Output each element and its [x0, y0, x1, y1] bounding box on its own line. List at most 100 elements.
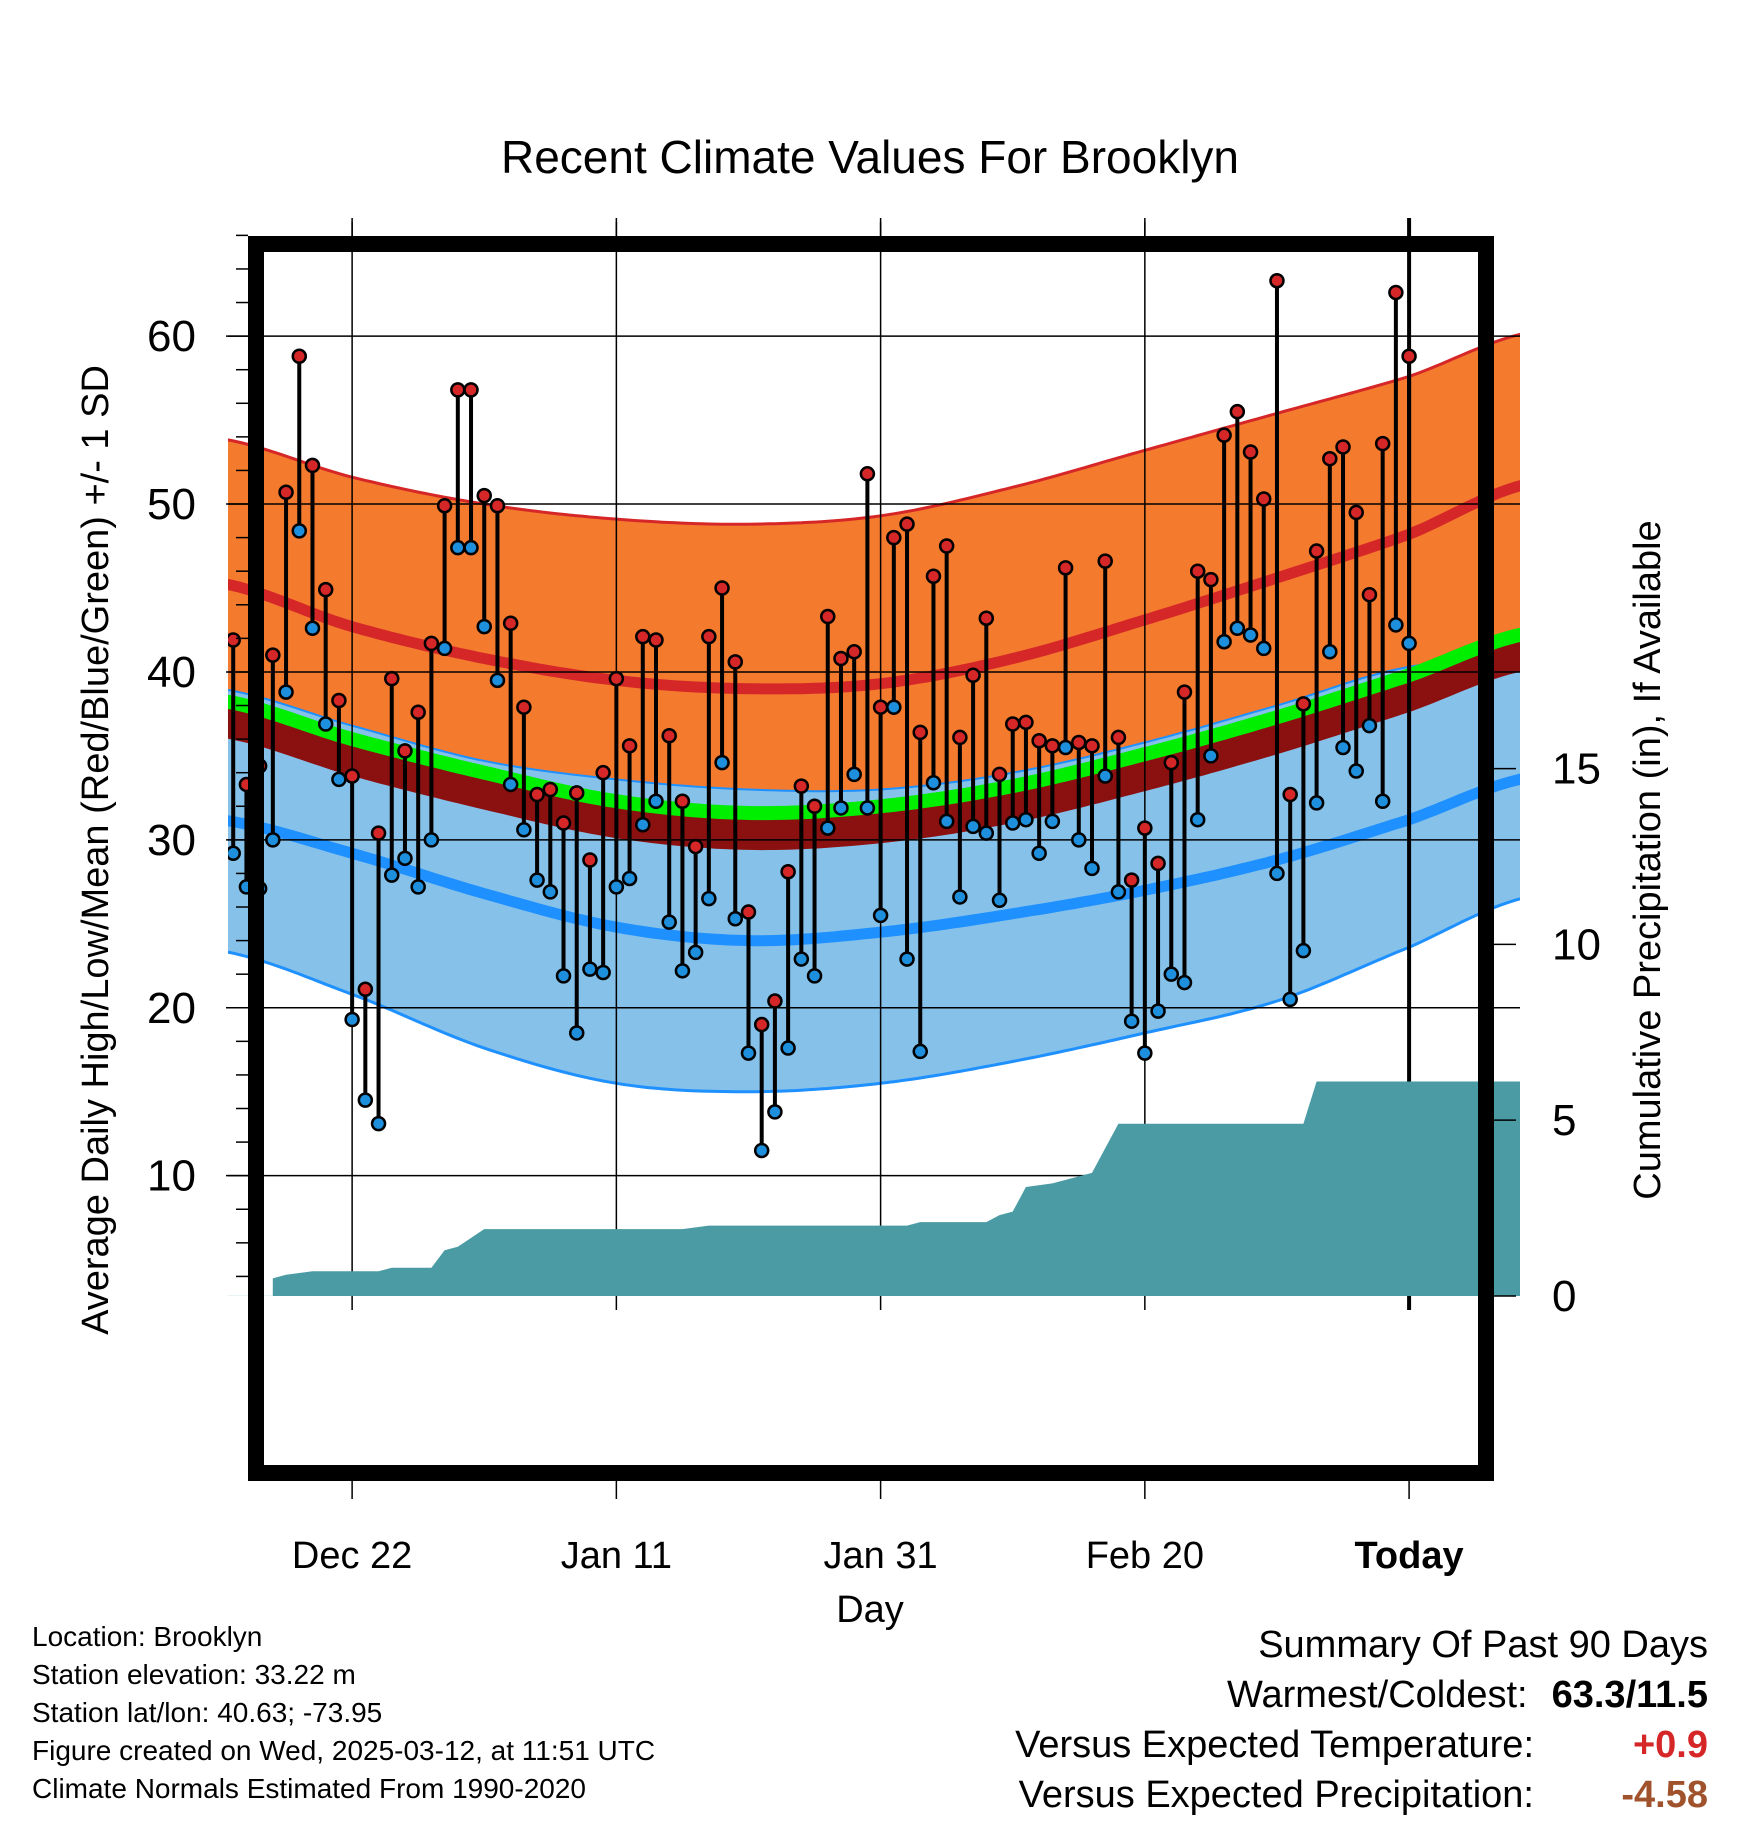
low-point	[806, 968, 823, 984]
low-point	[1071, 832, 1087, 848]
high-point	[978, 610, 995, 626]
low-point	[820, 820, 836, 836]
day-bar	[278, 484, 294, 700]
info-location: Location: Brooklyn	[32, 1621, 263, 1652]
high-point	[687, 838, 704, 855]
precip-value: -4.58	[1621, 1774, 1708, 1816]
day-bar	[1018, 714, 1034, 828]
low-point	[463, 539, 479, 556]
low-point	[1163, 966, 1180, 982]
low-point	[1295, 942, 1312, 959]
low-point	[621, 870, 638, 887]
day-bar	[608, 670, 625, 895]
high-point	[555, 815, 572, 831]
high-point	[780, 864, 796, 880]
day-bar	[820, 608, 836, 836]
high-point	[701, 628, 717, 645]
day-bar	[265, 647, 281, 848]
y2-tick-label: 15	[1552, 745, 1601, 794]
high-point	[872, 699, 889, 715]
high-point	[1123, 872, 1140, 888]
low-point	[1308, 795, 1325, 811]
high-point	[1150, 855, 1166, 872]
high-point	[1269, 272, 1285, 289]
y-axis-label-left: Average Daily High/Low/Mean (Red/Blue/Gr…	[75, 365, 117, 1335]
low-point	[1401, 635, 1417, 652]
low-point	[410, 879, 426, 895]
day-bar	[1242, 444, 1259, 643]
day-bar	[714, 580, 730, 771]
high-point	[1401, 348, 1417, 365]
low-point	[1229, 620, 1246, 637]
summary-temp: Versus Expected Temperature: +0.9	[1015, 1720, 1708, 1770]
low-point	[872, 907, 889, 924]
low-point	[1018, 811, 1034, 828]
low-point	[1374, 793, 1391, 809]
day-bar	[1031, 733, 1047, 862]
low-point	[1388, 617, 1404, 633]
high-point	[1084, 738, 1100, 754]
low-sd-upper-line	[228, 659, 1520, 793]
day-bar	[463, 382, 479, 556]
day-bar	[370, 825, 387, 1132]
low-point	[265, 832, 281, 848]
day-bar	[1256, 491, 1272, 657]
summary-heading: Summary Of Past 90 Days	[1258, 1624, 1708, 1666]
info-normals: Climate Normals Estimated From 1990-2020	[32, 1773, 586, 1804]
axes: 10 20 30 40 50 60 0 5 10 15 Dec 22 Jan 11 Jan 31 Feb …	[147, 222, 1601, 1577]
low-point	[740, 1045, 757, 1061]
low-point	[278, 684, 294, 700]
low-point	[714, 754, 730, 771]
high-point	[1348, 504, 1364, 521]
day-bar	[1269, 272, 1285, 882]
high-point	[1282, 786, 1298, 803]
day-bar	[502, 615, 519, 793]
low-point	[1150, 1003, 1166, 1019]
x-tick-label: Feb 20	[1086, 1535, 1204, 1577]
low-point	[648, 793, 664, 809]
low-point	[304, 620, 321, 637]
low-point	[1242, 627, 1259, 643]
day-bar	[516, 699, 532, 838]
high-point	[1295, 696, 1312, 712]
high-point	[1322, 450, 1338, 467]
high-point	[1388, 284, 1404, 301]
day-bar	[1084, 738, 1100, 877]
y2-tick-label: 0	[1552, 1272, 1576, 1321]
low-point	[1361, 717, 1378, 734]
y-tick-label: 20	[147, 984, 196, 1033]
day-bar	[1308, 543, 1325, 811]
day-bar	[1097, 553, 1113, 784]
high-point	[767, 993, 783, 1009]
low-point	[1004, 815, 1021, 831]
day-bar	[450, 382, 466, 556]
low-point	[727, 911, 744, 927]
low-point	[978, 825, 995, 841]
low-point	[423, 832, 440, 848]
high-point	[1308, 543, 1325, 559]
low-point	[344, 1011, 360, 1028]
low-point	[1282, 991, 1298, 1008]
info-latlon: Station lat/lon: 40.63; -73.95	[32, 1697, 383, 1728]
high-point	[806, 798, 823, 815]
day-bar	[228, 632, 241, 862]
summary-panel: Summary Of Past 90 Days Warmest/Coldest:…	[1015, 1620, 1708, 1820]
low-point	[370, 1115, 387, 1132]
temp-label: Versus Expected Temperature:	[1015, 1724, 1534, 1766]
warmest-coldest-value: 63.3/11.5	[1551, 1674, 1708, 1716]
low-point	[1137, 1045, 1153, 1061]
y2-tick-label: 10	[1552, 920, 1601, 969]
high-point	[965, 667, 981, 684]
day-bar	[635, 628, 651, 833]
high-point	[938, 538, 955, 554]
day-bar	[317, 581, 334, 732]
high-point	[912, 724, 928, 741]
day-bar	[489, 497, 506, 689]
high-point	[291, 348, 308, 365]
low-point	[450, 539, 466, 556]
high-point	[502, 615, 519, 631]
low-point	[1322, 644, 1338, 660]
high-point	[317, 581, 334, 598]
